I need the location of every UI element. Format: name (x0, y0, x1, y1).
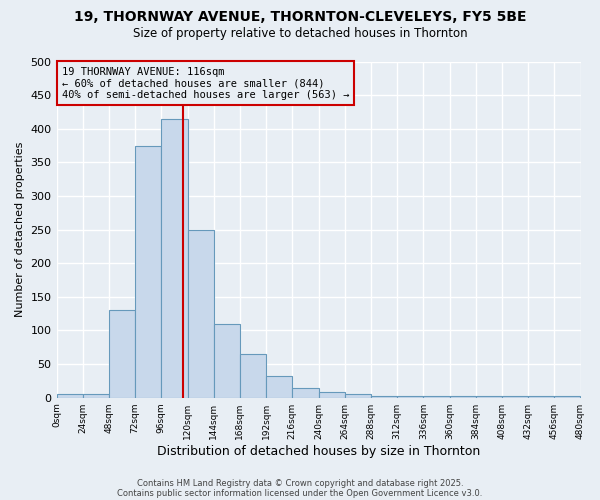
Bar (188, 230, 214, 398)
Y-axis label: Number of detached properties: Number of detached properties (15, 142, 25, 318)
Bar (240, 354, 266, 398)
Bar (397, 396, 424, 398)
Bar (135, 146, 161, 398)
Text: Size of property relative to detached houses in Thornton: Size of property relative to detached ho… (133, 28, 467, 40)
Bar (161, 118, 188, 398)
X-axis label: Distribution of detached houses by size in Thornton: Distribution of detached houses by size … (157, 444, 480, 458)
Bar (266, 376, 292, 398)
Text: Contains public sector information licensed under the Open Government Licence v3: Contains public sector information licen… (118, 488, 482, 498)
Bar (56, 394, 83, 398)
Bar (345, 394, 371, 398)
Bar (109, 310, 135, 398)
Bar (554, 396, 580, 398)
Bar (292, 388, 319, 398)
Bar (319, 392, 345, 398)
Bar (83, 394, 109, 398)
Text: Contains HM Land Registry data © Crown copyright and database right 2025.: Contains HM Land Registry data © Crown c… (137, 478, 463, 488)
Bar (214, 324, 240, 398)
Bar (449, 396, 476, 398)
Bar (476, 396, 502, 398)
Bar (502, 396, 528, 398)
Text: 19 THORNWAY AVENUE: 116sqm
← 60% of detached houses are smaller (844)
40% of sem: 19 THORNWAY AVENUE: 116sqm ← 60% of deta… (62, 66, 349, 100)
Bar (424, 396, 449, 398)
Bar (528, 396, 554, 398)
Bar (371, 396, 397, 398)
Text: 19, THORNWAY AVENUE, THORNTON-CLEVELEYS, FY5 5BE: 19, THORNWAY AVENUE, THORNTON-CLEVELEYS,… (74, 10, 526, 24)
